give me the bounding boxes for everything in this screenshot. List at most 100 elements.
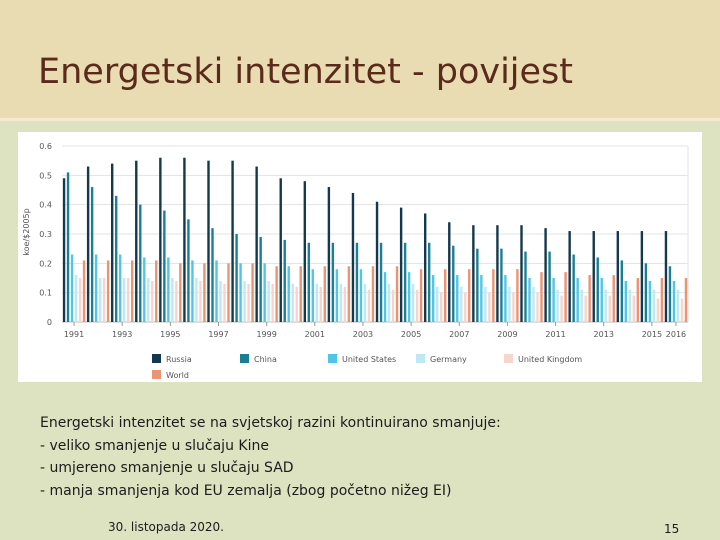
bar-world	[106, 260, 110, 322]
bar-russia	[568, 231, 571, 322]
bar-world	[636, 278, 640, 322]
bar-germany	[532, 286, 535, 322]
bar-united-states	[456, 275, 459, 322]
legend-swatch-germany	[416, 354, 425, 363]
bar-russia	[448, 222, 451, 322]
y-tick-label: 0.6	[39, 142, 52, 151]
bar-world	[612, 275, 615, 322]
bar-united-kingdom	[560, 295, 563, 322]
body-line-2: - veliko smanjenje u slučaju Kine	[40, 437, 269, 454]
bar-russia	[62, 178, 66, 322]
bar-world	[299, 266, 302, 322]
bar-russia	[544, 228, 547, 322]
bar-germany	[74, 275, 78, 322]
bar-united-kingdom	[632, 295, 636, 322]
bar-russia	[110, 163, 114, 322]
bar-world	[155, 260, 158, 322]
bar-china	[500, 248, 503, 322]
bar-united-kingdom	[247, 283, 250, 322]
bar-germany	[676, 289, 680, 322]
bar-united-states	[118, 254, 122, 322]
bar-united-states	[191, 260, 194, 322]
bar-china	[572, 254, 575, 322]
bar-united-states	[528, 278, 531, 322]
x-tick-label: 2009	[497, 330, 517, 339]
bar-united-states	[311, 269, 315, 322]
bar-china	[331, 242, 335, 322]
bar-china	[235, 234, 238, 322]
bar-united-states	[431, 275, 435, 322]
bar-united-kingdom	[343, 286, 347, 322]
bar-united-states	[480, 275, 483, 322]
bar-united-states	[239, 263, 242, 322]
bar-united-kingdom	[608, 295, 611, 322]
bar-russia	[664, 231, 668, 322]
x-tick-label: 1997	[208, 330, 228, 339]
x-tick-label: 1991	[64, 330, 84, 339]
bar-china	[427, 242, 431, 322]
bar-united-states	[504, 275, 507, 322]
bar-china	[283, 239, 286, 322]
bar-united-states	[215, 260, 218, 322]
bar-germany	[147, 278, 150, 322]
bar-united-states	[407, 272, 411, 322]
bar-germany	[411, 283, 415, 322]
bar-germany	[122, 278, 126, 322]
bar-china	[403, 242, 407, 322]
bar-china	[476, 248, 479, 322]
bar-united-states	[287, 266, 290, 322]
bar-united-states	[143, 257, 146, 322]
bar-germany	[171, 278, 174, 322]
page-number: 15	[664, 522, 680, 536]
y-axis-ticks: 0 0.1 0.2 0.3 0.4 0.5 0.6	[39, 142, 52, 327]
bar-united-kingdom	[175, 280, 178, 322]
bar-world	[251, 263, 254, 322]
bar-world	[130, 260, 134, 322]
title-band	[0, 0, 720, 121]
bar-russia	[86, 166, 90, 322]
bar-germany	[580, 289, 583, 322]
bar-china	[307, 242, 311, 322]
bar-united-states	[94, 254, 98, 322]
bar-china	[668, 266, 672, 322]
bar-russia	[423, 213, 427, 322]
footer-date: 30. listopada 2020.	[108, 520, 224, 534]
bar-russia	[207, 160, 210, 322]
bar-china	[187, 219, 190, 322]
x-tick-label: 2005	[401, 330, 421, 339]
bar-germany	[652, 289, 656, 322]
x-tick-label: 1995	[160, 330, 180, 339]
chart-legend: Russia China United States Germany United Ki…	[152, 354, 582, 380]
bar-world	[347, 266, 351, 322]
bar-united-kingdom	[126, 278, 130, 322]
energy-intensity-chart: 00.10.20.30.40.50.6 koe/$2005p 1991 1993 1…	[22, 142, 689, 380]
y-tick-label: 0.4	[39, 201, 52, 210]
bar-china	[548, 251, 551, 322]
bar-world	[82, 260, 86, 322]
y-tick-label: 0.3	[39, 230, 52, 239]
legend-swatch-united-states	[328, 354, 337, 363]
x-tick-label: 1993	[112, 330, 132, 339]
x-tick-label: 2015	[642, 330, 662, 339]
bar-united-kingdom	[488, 292, 491, 322]
body-line-4: - manja smanjenja kod EU zemalja (zbog p…	[40, 482, 452, 499]
bar-russia	[135, 160, 138, 322]
bar-russia	[399, 207, 403, 322]
legend-swatch-world	[152, 370, 161, 379]
slide-title: Energetski intenzitet - povijest	[38, 52, 574, 92]
x-tick-label: 2016	[666, 330, 686, 339]
bar-germany	[435, 286, 439, 322]
bar-united-kingdom	[536, 292, 539, 322]
x-tick-label: 2007	[449, 330, 469, 339]
legend-label-germany: Germany	[430, 355, 467, 364]
chart-grid	[62, 145, 689, 323]
bar-germany	[556, 289, 559, 322]
bar-united-kingdom	[319, 286, 323, 322]
bar-russia	[520, 225, 523, 322]
legend-swatch-china	[240, 354, 249, 363]
bar-china	[620, 260, 624, 322]
legend-label-world: World	[166, 371, 189, 380]
bar-world	[323, 266, 327, 322]
bar-world	[443, 269, 447, 322]
bar-united-states	[70, 254, 74, 322]
